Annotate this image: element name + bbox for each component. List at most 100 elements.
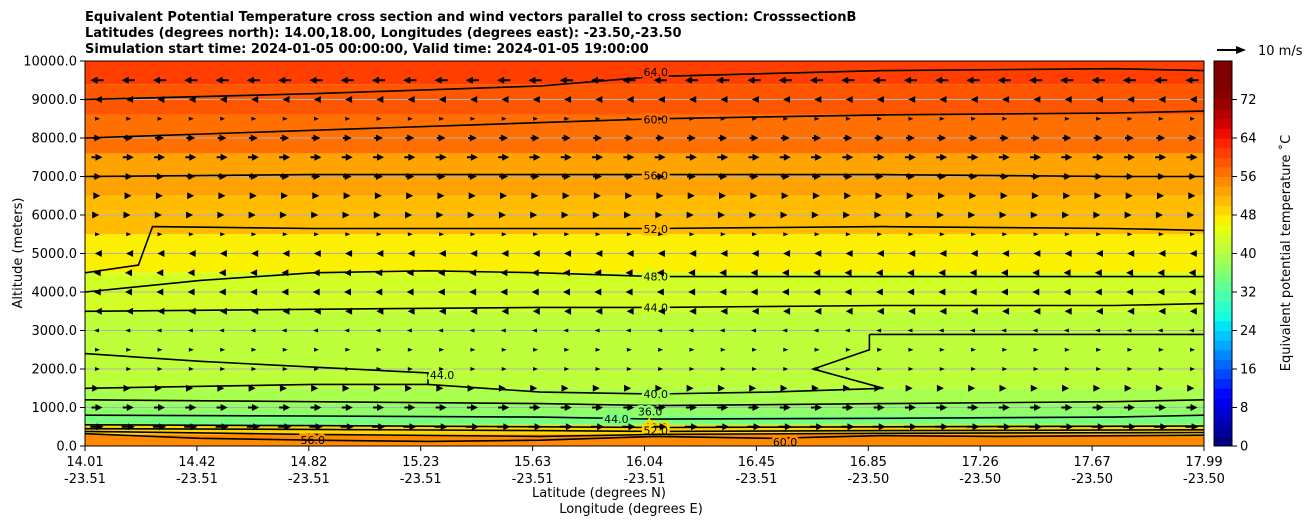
x-tick-label-latitude: 16.85 (850, 455, 887, 470)
wind-vector-head (938, 269, 946, 277)
wind-vector-head (1157, 269, 1165, 277)
wind-vector (780, 134, 790, 142)
wind-vector-head (309, 76, 317, 84)
wind-vector-head (218, 192, 226, 200)
wind-vector-head (876, 307, 884, 315)
wind-vector (95, 367, 100, 371)
wind-vector (971, 232, 976, 237)
wind-vector-head (1096, 116, 1102, 121)
wind-vector-head (152, 76, 160, 84)
wind-vector-head (720, 347, 726, 352)
wind-vector-head (1093, 384, 1101, 392)
wind-vector (561, 134, 571, 142)
wind-vector (626, 116, 632, 121)
wind-vector-head (468, 192, 476, 200)
wind-vector (1064, 307, 1072, 315)
wind-vector (376, 116, 382, 121)
wind-vector-head (784, 423, 792, 431)
contour-label: 60.0 (643, 114, 668, 127)
wind-vector-head (1091, 76, 1099, 84)
wind-vector (1032, 269, 1040, 277)
wind-vector-head (124, 269, 132, 277)
wind-vector-head (439, 347, 445, 352)
wind-vector-head (689, 404, 697, 411)
wind-vector-head (594, 288, 602, 296)
wind-vector-head (278, 76, 286, 84)
wind-vector-head (406, 269, 414, 277)
x-tick-label-latitude: 17.67 (1073, 455, 1110, 470)
wind-vector (595, 250, 603, 257)
wind-vector-head (626, 134, 634, 142)
wind-vector-head (156, 328, 162, 333)
contour-line (85, 430, 1204, 438)
wind-vector (720, 250, 728, 257)
x-tick-label-longitude: -23.51 (64, 472, 106, 487)
wind-vector (123, 384, 131, 392)
wind-vector-head (1124, 211, 1132, 219)
wind-vector (968, 173, 978, 180)
wind-vector-head (92, 384, 100, 392)
wind-vector-head (533, 367, 538, 371)
wind-vector-head (251, 250, 259, 257)
wind-vector (936, 211, 944, 219)
wind-vector-head (592, 211, 600, 219)
wind-vector (876, 307, 884, 315)
x-tick-label-longitude: -23.51 (400, 472, 442, 487)
wind-vector-head (470, 307, 478, 315)
wind-vector-head (345, 116, 351, 121)
wind-vector (564, 96, 572, 103)
wind-vector-head (94, 173, 102, 180)
wind-vector (187, 269, 195, 277)
wind-vector-head (126, 232, 132, 237)
wind-vector-head (407, 307, 415, 315)
wind-vector-head (564, 153, 572, 161)
wind-vector-head (1190, 116, 1195, 121)
wind-vector-head (658, 232, 664, 237)
wind-vector (969, 192, 977, 200)
wind-vector-head (157, 116, 163, 121)
wind-vector-head (282, 232, 288, 237)
wind-vector-head (939, 347, 945, 352)
wind-vector (1158, 116, 1164, 121)
wind-vector (939, 232, 945, 237)
wind-vector-head (877, 116, 883, 121)
wind-vector-head (251, 404, 259, 411)
wind-vector (875, 192, 883, 200)
wind-vector-head (971, 404, 979, 411)
wind-vector (407, 232, 413, 237)
wind-vector (532, 307, 540, 315)
wind-vector (1189, 307, 1197, 315)
wind-vector-head (1122, 76, 1130, 84)
wind-vector (876, 96, 884, 103)
wind-vector (251, 232, 257, 237)
wind-vector-head (720, 250, 728, 257)
wind-vector-head (783, 250, 791, 257)
wind-vector (406, 269, 414, 277)
wind-vector (908, 367, 914, 371)
wind-vector-head (658, 404, 666, 411)
wind-vector-head (345, 153, 353, 161)
wind-vector-head (811, 211, 819, 219)
wind-vector (282, 250, 290, 257)
wind-vector (407, 347, 413, 352)
colorbar-segment (1214, 186, 1232, 197)
wind-vector-head (376, 232, 382, 237)
wind-vector (1002, 250, 1010, 257)
wind-vector-head (157, 367, 163, 371)
x-axis-label-latitude: Latitude (degrees N) (532, 486, 666, 501)
wind-vector (783, 367, 789, 371)
wind-vector-head (93, 269, 101, 277)
wind-vector-head (1158, 347, 1164, 352)
wind-vector (500, 192, 508, 200)
wind-vector (780, 211, 788, 219)
wind-vector-head (125, 173, 133, 180)
wind-vector (752, 232, 757, 237)
wind-vector (841, 76, 855, 84)
wind-vector (439, 116, 445, 121)
wind-vector (470, 347, 476, 352)
wind-vector-head (1028, 76, 1036, 84)
wind-vector (1096, 367, 1102, 371)
wind-vector (592, 404, 604, 411)
wind-vector (313, 250, 321, 257)
wind-vector-head (1064, 250, 1072, 257)
